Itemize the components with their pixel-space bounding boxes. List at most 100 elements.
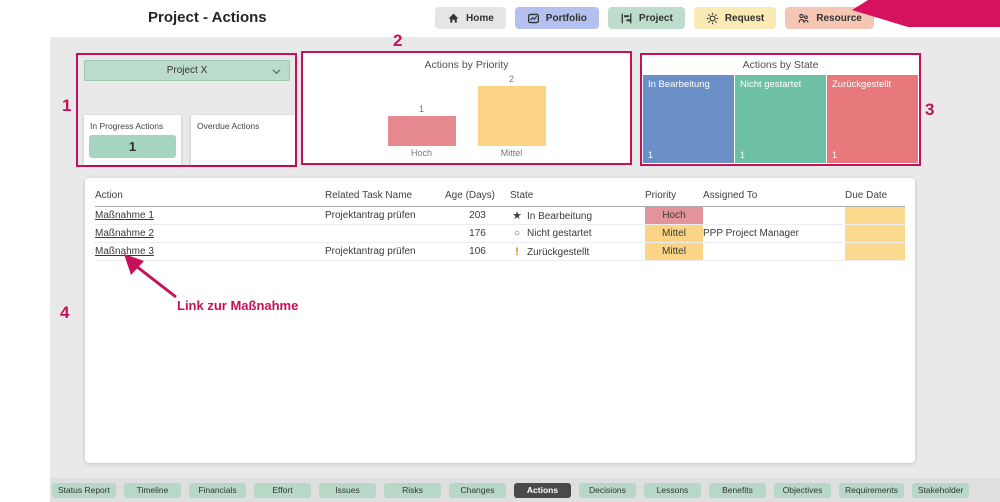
tab-benefits[interactable]: Benefits — [708, 483, 766, 498]
treemap-tile-label: Zurückgestellt — [832, 79, 892, 90]
due-date-badge — [845, 207, 905, 224]
bar-hoch[interactable] — [387, 116, 456, 146]
corner-ribbon — [852, 0, 1000, 27]
state-label: In Bearbeitung — [527, 211, 593, 222]
assigned-to-cell — [703, 242, 845, 261]
table-row: Maßnahme 2 176 ○ Nicht gestartet Mittel PPP P… — [95, 224, 905, 243]
actions-by-state-chart: Actions by State In Bearbeitung 1 Nicht ge… — [640, 53, 921, 166]
treemap-tile-3[interactable]: Zurückgestellt 1 — [827, 75, 918, 163]
treemap-tile-value: 1 — [832, 150, 838, 160]
priority-chart-plot: 1 Hoch 2 Mittel — [303, 74, 630, 159]
tab-changes[interactable]: Changes — [448, 483, 506, 498]
due-date-cell — [845, 242, 905, 261]
column-header-age-days-: Age (Days) — [445, 182, 510, 207]
project-dropdown[interactable]: Project X — [84, 60, 290, 81]
nav-bar: Home Portfolio Project Request Resource — [435, 7, 874, 29]
related-task-cell: Projektantrag prüfen — [325, 242, 445, 261]
page-title: Project - Actions — [148, 9, 267, 26]
tab-stakeholder[interactable]: Stakeholder — [911, 483, 970, 498]
related-task-cell: Projektantrag prüfen — [325, 206, 445, 225]
tab-requirements[interactable]: Requirements — [838, 483, 904, 498]
nav-button-label: Portfolio — [545, 12, 587, 24]
nav-button-label: Home — [466, 12, 494, 24]
age-cell: 176 — [445, 224, 510, 243]
home-icon — [447, 12, 460, 25]
state-label: Zurückgestellt — [527, 246, 590, 258]
column-header-assigned-to: Assigned To — [703, 182, 845, 207]
assigned-to-cell: PPP Project Manager — [703, 224, 845, 243]
tab-objectives[interactable]: Objectives — [773, 483, 831, 498]
annotation-number-2: 2 — [393, 31, 403, 50]
action-link[interactable]: Maßnahme 1 — [95, 210, 154, 221]
annotation-arrow — [124, 254, 177, 299]
bar-category-label: Mittel — [500, 147, 523, 158]
action-link[interactable]: Maßnahme 2 — [95, 228, 154, 239]
treemap-tile-1[interactable]: In Bearbeitung 1 — [643, 75, 734, 163]
action-link[interactable]: Maßnahme 3 — [95, 246, 154, 257]
tab-actions[interactable]: Actions — [513, 483, 571, 498]
priority-badge: Mittel — [645, 225, 703, 242]
in-progress-actions-label: In Progress Actions — [90, 121, 164, 131]
portfolio-icon — [527, 12, 540, 25]
overdue-actions-card: Overdue Actions — [191, 115, 295, 165]
actions-table: Action Related Task Name Age (Days) State Pr… — [95, 182, 905, 261]
tab-status-report[interactable]: Status Report — [52, 483, 116, 498]
ribbon-shape — [852, 0, 1000, 27]
tab-decisions[interactable]: Decisions — [578, 483, 636, 498]
report-tabs: Status Report Timeline Financials Effort Iss… — [52, 483, 970, 498]
treemap-tile-value: 1 — [740, 150, 746, 160]
nav-button-resource[interactable]: Resource — [785, 7, 874, 29]
tab-financials[interactable]: Financials — [188, 483, 246, 498]
tab-lessons[interactable]: Lessons — [643, 483, 701, 498]
circle-icon: ○ — [513, 228, 521, 239]
tab-timeline[interactable]: Timeline — [123, 483, 181, 498]
project-dropdown-value: Project X — [166, 65, 208, 76]
column-header-state: State — [510, 182, 645, 207]
action-cell: Maßnahme 3 — [95, 242, 325, 261]
priority-cell: Hoch — [645, 206, 703, 225]
table-header-row: Action Related Task Name Age (Days) State Pr… — [95, 182, 905, 207]
state-treemap-tiles: In Bearbeitung 1 Nicht gestartet 1 Zurückges… — [643, 75, 918, 163]
in-progress-actions-card: In Progress Actions 1 — [84, 115, 181, 165]
age-cell: 106 — [445, 242, 510, 261]
annotation-link-note: Link zur Maßnahme — [177, 298, 299, 313]
column-header-due-date: Due Date — [845, 182, 905, 207]
related-task-cell — [325, 224, 445, 243]
action-cell: Maßnahme 1 — [95, 206, 325, 225]
state-label: Nicht gestartet — [527, 228, 592, 239]
chevron-down-icon — [272, 69, 281, 75]
priority-cell: Mittel — [645, 242, 703, 261]
actions-by-priority-chart: Actions by Priority 1 Hoch 2 Mittel — [301, 51, 632, 165]
overdue-actions-label: Overdue Actions — [197, 121, 260, 131]
request-icon — [706, 12, 719, 25]
header-bar: Project - Actions Home Portfolio Project Re… — [0, 0, 1000, 37]
due-date-cell — [845, 206, 905, 225]
treemap-tile-2[interactable]: Nicht gestartet 1 — [735, 75, 826, 163]
action-cell: Maßnahme 2 — [95, 224, 325, 243]
column-header-action: Action — [95, 182, 325, 207]
star-icon: ★ — [512, 210, 522, 222]
nav-button-project[interactable]: Project — [607, 7, 685, 29]
state-cell: ★ In Bearbeitung — [510, 206, 645, 225]
priority-badge: Mittel — [645, 243, 703, 260]
nav-button-portfolio[interactable]: Portfolio — [514, 7, 599, 29]
nav-button-home[interactable]: Home — [435, 7, 506, 29]
due-date-badge — [845, 243, 905, 260]
bar-mittel[interactable] — [477, 86, 546, 146]
nav-button-label: Resource — [816, 12, 862, 24]
tab-risks[interactable]: Risks — [383, 483, 441, 498]
annotation-number-4: 4 — [60, 303, 70, 322]
nav-button-request[interactable]: Request — [693, 7, 777, 29]
annotation-box-1 — [76, 53, 297, 167]
tab-issues[interactable]: Issues — [318, 483, 376, 498]
priority-chart-title: Actions by Priority — [424, 59, 509, 71]
state-cell: ○ Nicht gestartet — [510, 224, 645, 243]
priority-cell: Mittel — [645, 224, 703, 243]
tab-effort[interactable]: Effort — [253, 483, 311, 498]
bar-category-label: Hoch — [410, 147, 432, 158]
due-date-badge — [845, 225, 905, 242]
project-icon — [620, 12, 633, 25]
annotation-number-3: 3 — [925, 100, 935, 119]
nav-button-label: Request — [724, 12, 765, 24]
annotation-number-1: 1 — [62, 96, 72, 115]
